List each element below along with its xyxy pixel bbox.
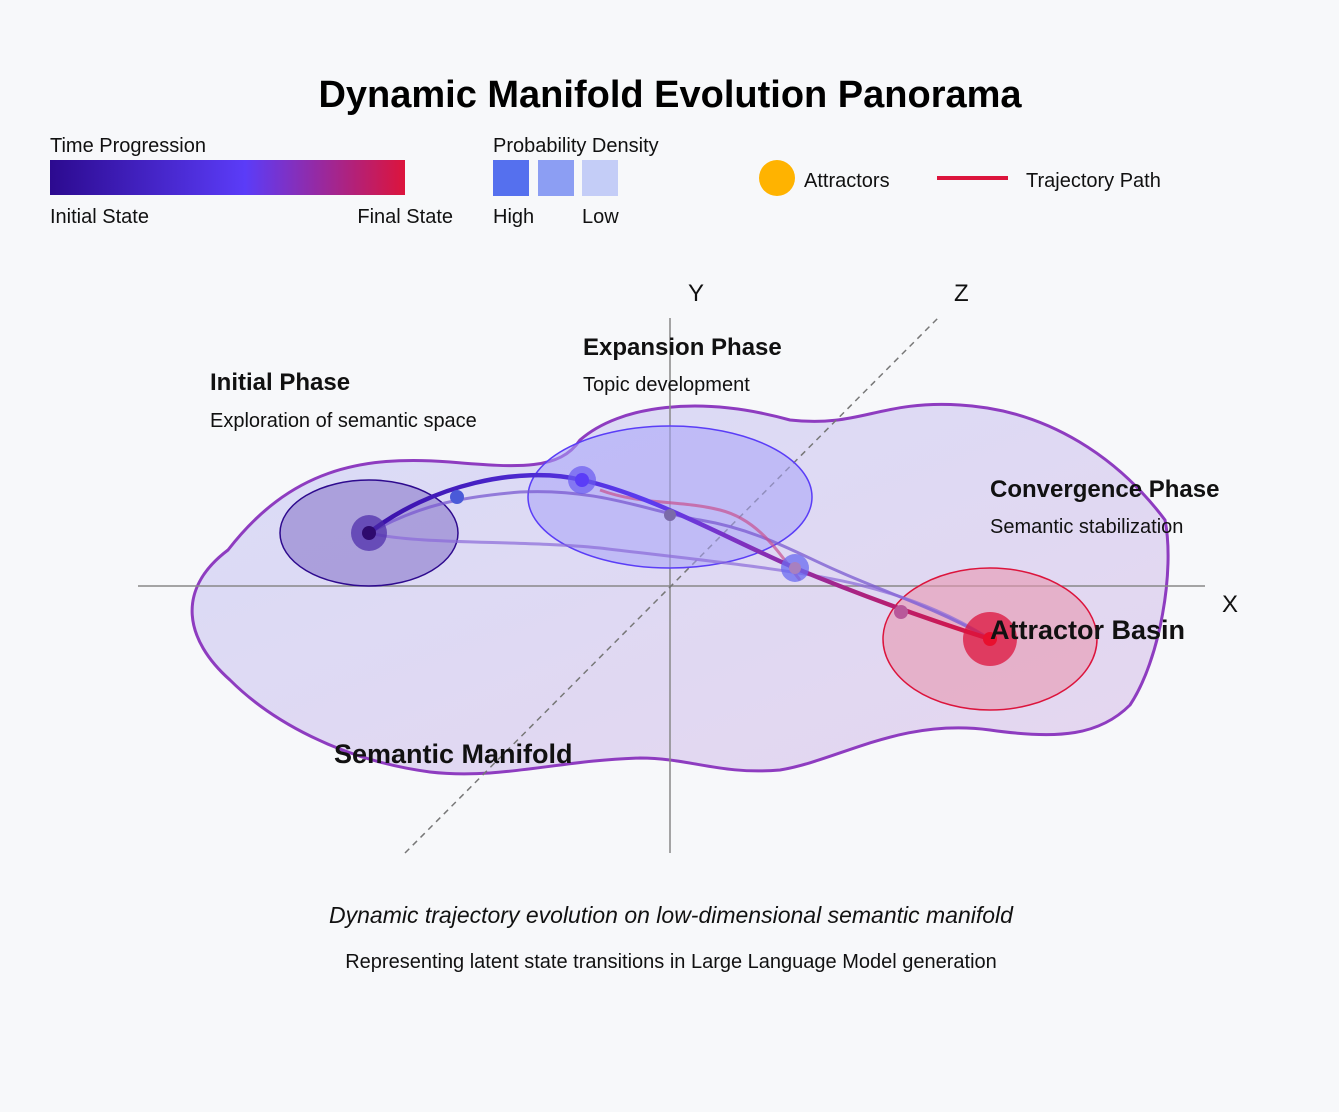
legend-trajectory: Trajectory Path <box>937 170 1161 192</box>
legend-attractors-label: Attractors <box>804 170 890 192</box>
z-axis-label: Z <box>954 280 969 307</box>
alt-trajectory-1 <box>368 490 991 641</box>
phase-convergence-subtitle: Semantic stabilization <box>990 516 1183 538</box>
phase-expansion-title: Expansion Phase <box>583 334 782 361</box>
legend-time-title: Time Progression <box>50 135 206 157</box>
density-swatch-high <box>493 160 529 196</box>
phase-expansion: Expansion Phase Topic development <box>583 334 782 396</box>
x-axis-label: X <box>1222 591 1238 618</box>
caption-main: Dynamic trajectory evolution on low-dime… <box>329 902 1014 928</box>
legend-time-end: Final State <box>357 206 453 228</box>
phase-initial-title: Initial Phase <box>210 369 350 396</box>
legend-density: Probability Density High Low <box>493 135 659 228</box>
expansion-density-region <box>527 425 813 569</box>
main-trajectory <box>367 472 991 642</box>
final-attractor-point <box>983 632 997 646</box>
phase-initial: Initial Phase Exploration of semantic sp… <box>210 369 477 432</box>
legend-density-high: High <box>493 206 534 228</box>
attractor-basin-label: Attractor Basin <box>990 615 1185 645</box>
attractor-swatch <box>759 160 795 196</box>
y-axis-label: Y <box>688 280 704 307</box>
z-axis <box>404 317 939 854</box>
convergence-point <box>894 605 908 619</box>
density-swatch-low <box>582 160 618 196</box>
center-point <box>664 509 676 521</box>
legend-density-low: Low <box>582 206 619 228</box>
alt-trajectory-3 <box>599 488 802 581</box>
phase-expansion-subtitle: Topic development <box>583 374 750 396</box>
alt-trajectory-2 <box>368 531 991 641</box>
initial-attractor-point <box>362 526 376 540</box>
legend-attractors: Attractors <box>759 160 890 196</box>
legend-density-title: Probability Density <box>493 135 659 157</box>
transition-point <box>789 562 801 574</box>
semantic-manifold-label: Semantic Manifold <box>334 739 573 769</box>
phase-convergence: Convergence Phase Semantic stabilization <box>990 476 1219 538</box>
page-title: Dynamic Manifold Evolution Panorama <box>318 74 1022 116</box>
density-swatch-mid <box>538 160 574 196</box>
legend-time-start: Initial State <box>50 206 149 228</box>
phase-convergence-title: Convergence Phase <box>990 476 1219 503</box>
legend-time: Time Progression Initial State Final Sta… <box>50 135 453 228</box>
legend-trajectory-label: Trajectory Path <box>1026 170 1161 192</box>
phase-initial-subtitle: Exploration of semantic space <box>210 410 477 432</box>
time-gradient-bar <box>50 160 405 195</box>
expansion-point <box>575 473 589 487</box>
trajectory-point <box>450 490 464 504</box>
caption-sub: Representing latent state transitions in… <box>345 951 997 973</box>
